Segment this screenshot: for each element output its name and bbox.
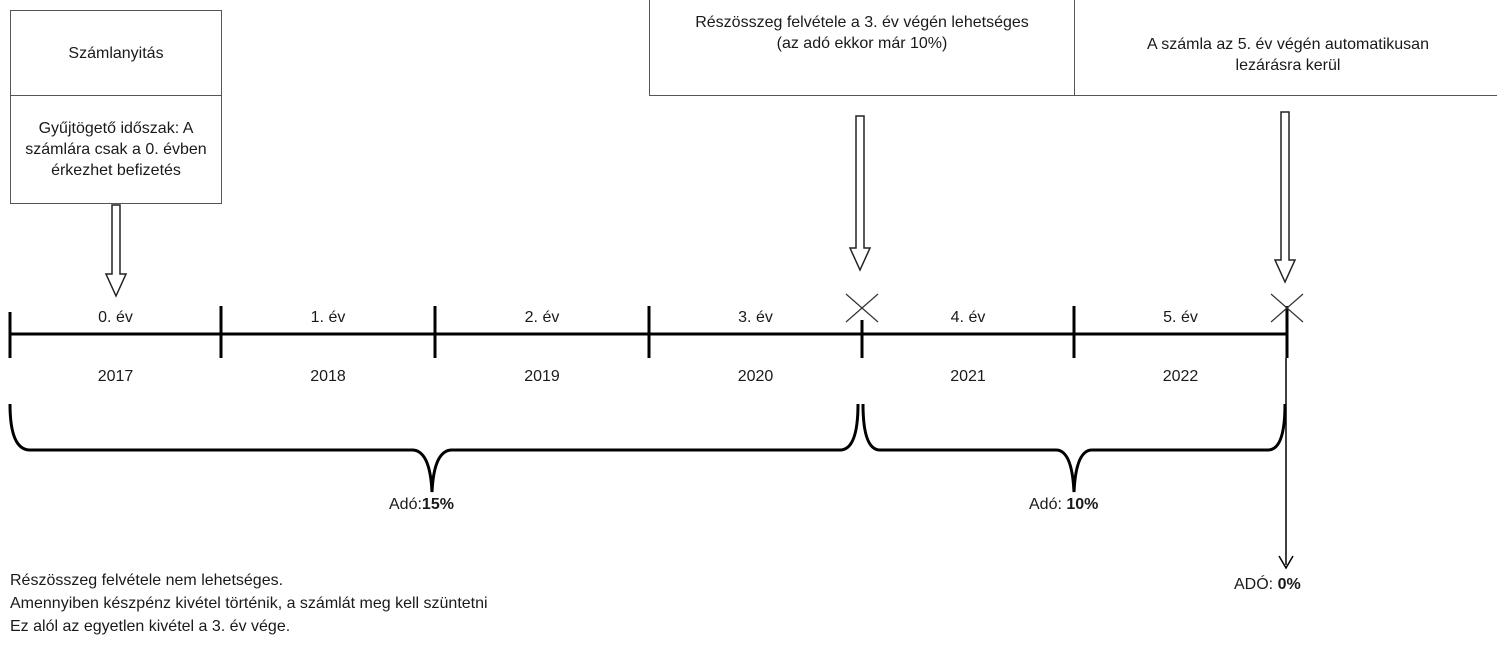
x-marker-year3 [845, 293, 879, 323]
calendar-year: 2022 [1162, 368, 1199, 385]
year-label: 3. év [738, 309, 773, 326]
collection-period-label: Gyűjtögető időszak: A számlára csak a 0.… [25, 120, 207, 179]
brace-years-0-3 [8, 403, 860, 493]
partial-withdrawal-label: Részösszeg felvétele a 3. év végén lehet… [695, 14, 1029, 52]
tax-value: 0% [1277, 576, 1301, 593]
account-opening-box: Számlanyitás [10, 10, 222, 96]
year-label: 5. év [1163, 309, 1198, 326]
year-label: 2. év [524, 309, 560, 326]
note-line: Ez alól az egyetlen kivétel a 3. év vége… [10, 618, 291, 635]
calendar-year: 2017 [97, 368, 134, 385]
year-label: 0. év [98, 309, 133, 326]
arrow-head-icon [1278, 555, 1294, 570]
tax-prefix: ADÓ: [1234, 576, 1274, 593]
collection-period-box: Gyűjtögető időszak: A számlára csak a 0.… [10, 95, 222, 204]
note-line: Részösszeg felvétele nem lehetséges. [10, 572, 284, 589]
arrow-down-icon [104, 204, 128, 298]
partial-withdrawal-box: Részösszeg felvétele a 3. év végén lehet… [649, 0, 1075, 96]
arrow-down-icon [1273, 111, 1297, 284]
tax-label-15: Adó:15% [389, 496, 454, 514]
tax-prefix: Adó: [1029, 496, 1062, 513]
account-opening-label: Számlanyitás [68, 44, 164, 62]
tax-prefix: Adó: [389, 496, 422, 513]
timeline-ticks [8, 306, 1289, 358]
note-line: Amennyiben készpénz kivétel történik, a … [10, 595, 488, 612]
calendar-year: 2019 [524, 368, 560, 385]
calendar-year: 2021 [950, 368, 986, 385]
calendar-year: 2018 [310, 368, 346, 385]
tax-label-0: ADÓ: 0% [1234, 576, 1301, 594]
year-label: 4. év [950, 309, 986, 326]
brace-years-3-5 [861, 403, 1287, 493]
x-marker-year5 [1270, 293, 1304, 323]
tax-label-10: Adó: 10% [1029, 496, 1098, 514]
year-label: 1. év [310, 309, 346, 326]
auto-close-label: A számla az 5. év végén automatikusan le… [1147, 36, 1429, 74]
calendar-year: 2020 [737, 368, 774, 385]
auto-close-box: A számla az 5. év végén automatikusan le… [1074, 0, 1497, 96]
tax-value: 15% [421, 496, 454, 513]
arrow-down-icon [848, 115, 872, 272]
tax-value: 10% [1066, 496, 1099, 513]
notes-block: Részösszeg felvétele nem lehetséges. Ame… [10, 569, 488, 638]
